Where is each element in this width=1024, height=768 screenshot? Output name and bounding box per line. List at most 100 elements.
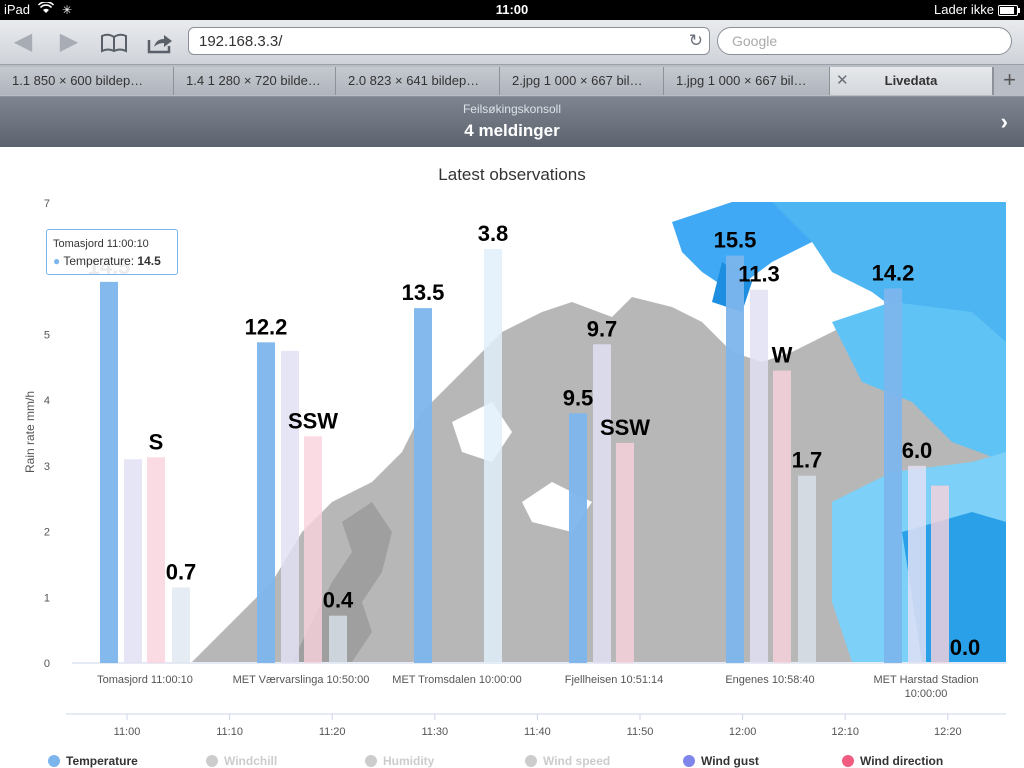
tab-5[interactable]: 1.jpg 1 000 × 667 bil…: [664, 67, 830, 95]
legend-item-wind-speed[interactable]: Wind speed: [525, 754, 610, 768]
battery-icon: [998, 5, 1020, 16]
legend-label: Humidity: [383, 754, 435, 768]
bar-wind-direction[interactable]: [304, 436, 322, 663]
bar-wind-direction[interactable]: [147, 457, 165, 663]
time-tick-label: 11:50: [627, 726, 654, 738]
legend-dot-icon: [48, 755, 60, 767]
legend-label: Windchill: [224, 754, 278, 768]
y-axis-label: Rain rate mm/h: [23, 391, 37, 473]
url-input[interactable]: [197, 32, 681, 51]
time-tick-label: 11:00: [114, 726, 141, 738]
status-bar: iPad ✳ 11:00 Lader ikke: [0, 0, 1024, 20]
bar-data-label: 0.7: [166, 559, 197, 584]
tooltip-series: Temperature: [63, 254, 131, 268]
search-bar[interactable]: [717, 27, 1012, 55]
y-tick-label: 4: [44, 395, 50, 407]
chart-legend: Temperature Windchill Humidity Wind spee…: [0, 754, 1024, 768]
time-tick-label: 11:20: [319, 726, 346, 738]
search-input[interactable]: [730, 32, 994, 50]
time-tick-label: 12:20: [934, 726, 962, 738]
station-label: Engenes 10:58:40: [725, 674, 814, 686]
chart-title: Latest observations: [438, 165, 585, 184]
y-tick-label: 5: [44, 329, 50, 341]
bar-data-label: 13.5: [402, 280, 445, 305]
chevron-right-icon: ›: [1000, 109, 1008, 134]
legend-item-temperature[interactable]: Temperature: [48, 754, 138, 768]
bookmarks-button[interactable]: [99, 28, 129, 56]
legend-item-humidity[interactable]: Humidity: [365, 754, 434, 768]
reload-icon[interactable]: ↻: [688, 31, 703, 50]
bar-data-label: 12.2: [245, 314, 288, 339]
bar-temperature[interactable]: [100, 281, 118, 663]
bar-wind-speed[interactable]: [798, 475, 816, 663]
browser-toolbar: ◀ ▶ ↻: [0, 20, 1024, 65]
bar-data-label: 1.7: [792, 448, 823, 473]
new-tab-button[interactable]: +: [993, 67, 1024, 95]
bar-wind-direction[interactable]: [773, 370, 791, 663]
bar-data-label: 9.7: [587, 316, 618, 341]
time-tick-label: 12:10: [831, 726, 859, 738]
legend-dot-icon: [206, 755, 218, 767]
time-tick-label: 12:00: [729, 726, 757, 738]
bar-data-label: 15.5: [714, 228, 757, 253]
forward-button[interactable]: ▶: [59, 28, 79, 55]
bar-wind-direction[interactable]: [616, 442, 634, 663]
bar-windchill[interactable]: [750, 289, 768, 663]
share-icon: [147, 34, 172, 53]
legend-label: Wind gust: [701, 754, 759, 768]
tooltip-dot-icon: ●: [53, 254, 61, 268]
bar-temperature[interactable]: [726, 255, 744, 664]
bar-windchill[interactable]: [281, 350, 299, 663]
tab-2[interactable]: 1.4 1 280 × 720 bilde…: [174, 67, 336, 95]
tooltip-header: Tomasjord 11:00:10: [53, 238, 149, 250]
tab-3[interactable]: 2.0 823 × 641 bildep…: [336, 67, 500, 95]
y-tick-label: 0: [44, 658, 50, 670]
url-bar[interactable]: ↻: [188, 27, 710, 55]
bar-temperature[interactable]: [884, 288, 902, 663]
time-tick-label: 11:10: [216, 726, 243, 738]
tab-4[interactable]: 2.jpg 1 000 × 667 bil…: [500, 67, 664, 95]
legend-item-wind-gust[interactable]: Wind gust: [683, 754, 759, 768]
bar-data-label: W: [772, 343, 793, 368]
chart-tooltip: Tomasjord 11:00:10 ● Temperature: 14.5: [46, 229, 178, 275]
tab-livedata[interactable]: Livedata: [830, 67, 993, 95]
legend-dot-icon: [525, 755, 537, 767]
y-tick-label: 2: [44, 527, 50, 539]
bar-humidity[interactable]: [484, 249, 502, 663]
bar-data-label: 3.8: [478, 221, 509, 246]
share-button[interactable]: [145, 28, 175, 56]
legend-label: Wind speed: [543, 754, 611, 768]
station-label: Fjellheisen 10:51:14: [565, 674, 663, 686]
debug-console-bar[interactable]: Feilsøkingskonsoll 4 meldinger ›: [0, 97, 1024, 147]
tab-close-icon[interactable]: ✕: [836, 72, 849, 89]
station-label: MET Værvarslinga 10:50:00: [233, 674, 370, 686]
legend-dot-icon: [365, 755, 377, 767]
legend-item-windchill[interactable]: Windchill: [206, 754, 277, 768]
bar-data-label: 9.5: [563, 385, 594, 410]
y-tick-label: 1: [44, 592, 50, 604]
legend-item-wind-direction[interactable]: Wind direction: [842, 754, 943, 768]
tooltip-value: 14.5: [137, 254, 161, 268]
tooltip-body: ● Temperature: 14.5: [53, 254, 161, 268]
legend-dot-icon: [683, 755, 695, 767]
bar-wind-direction[interactable]: [931, 485, 949, 663]
status-time: 11:00: [495, 2, 529, 17]
bar-wind-speed[interactable]: [329, 615, 347, 663]
bar-data-label: 6.0: [902, 438, 933, 463]
time-tick-label: 11:40: [524, 726, 551, 738]
bar-temperature[interactable]: [414, 308, 432, 663]
bar-data-label: 0.4: [323, 588, 354, 613]
bar-windchill[interactable]: [593, 344, 611, 663]
bar-windchill[interactable]: [124, 459, 142, 663]
bar-windchill[interactable]: [908, 465, 926, 663]
debug-console-messages: 4 meldinger: [464, 121, 560, 140]
wifi-icon: [37, 1, 55, 17]
station-label: Tomasjord 11:00:10: [97, 674, 193, 686]
bar-temperature[interactable]: [257, 342, 275, 663]
back-button[interactable]: ◀: [13, 28, 33, 55]
status-left: iPad ✳: [4, 1, 73, 17]
tab-1[interactable]: 1.1 850 × 600 bildep…: [0, 67, 174, 95]
activity-spinner-icon: ✳: [62, 2, 73, 17]
bar-wind-speed[interactable]: [172, 587, 190, 663]
bar-temperature[interactable]: [569, 413, 587, 663]
